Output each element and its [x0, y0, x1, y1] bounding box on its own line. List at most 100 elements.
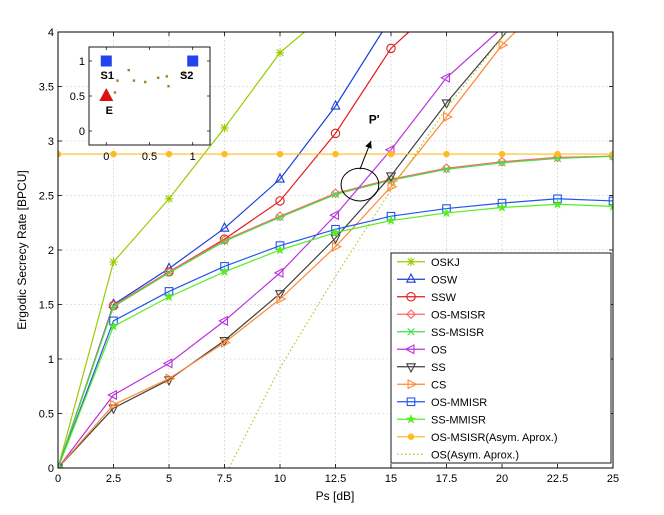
data-point-os-msisr-asym-aprox-4 [276, 150, 284, 158]
inset-node-label-s2: S2 [180, 70, 193, 82]
series-os-msisr-asym-aprox [58, 150, 613, 158]
data-point-cs-4 [276, 293, 287, 305]
x-tick-label-3: 7.5 [217, 473, 232, 485]
data-point-ss-7 [441, 99, 452, 110]
legend-label-osw: OSW [431, 274, 458, 286]
data-point-oskj-4 [275, 48, 285, 57]
x-tick-label-7: 17.5 [436, 473, 457, 485]
legend-entry-oskj: OSKJ [397, 257, 460, 269]
legend-marker-os [404, 344, 415, 355]
legend-entry-os-mmisr: OS-MMISR [397, 397, 487, 409]
series-group [58, 32, 613, 468]
data-point-ss-2 [163, 376, 175, 387]
data-point-cs-6 [387, 181, 398, 192]
legend-marker-os-msisr [406, 309, 416, 320]
legend-label-os-mmisr: OS-MMISR [431, 397, 487, 409]
inset-relay-point-7 [182, 72, 186, 75]
data-point-os-1 [107, 389, 117, 401]
series-cs [58, 32, 516, 468]
inset-node-e [99, 88, 114, 101]
legend-entry-osw: OSW [397, 272, 458, 286]
legend-marker-ssw [406, 291, 416, 302]
series-oskj [58, 32, 305, 468]
data-point-cs-5 [332, 241, 342, 252]
inset-x-tick-label-0: 0 [103, 151, 109, 163]
legend-label-ss-mmisr: SS-MMISR [431, 414, 486, 426]
legend-label-ssw: SSW [431, 292, 457, 304]
x-tick-label-0: 0 [55, 473, 61, 485]
x-tick-label-10: 25 [607, 473, 619, 485]
data-point-os-msisr-asym-aprox-5 [332, 150, 339, 158]
y-tick-label-3: 1.5 [39, 300, 54, 312]
inset-relay-point-3 [143, 80, 147, 84]
inset-x-tick-label-2: 1 [190, 151, 196, 163]
axes-ticks: 0 2.5 5 7.5 10 12.5 15 17.5 20 22.5 2500.511.522.5… [39, 27, 619, 485]
series-line-osw [58, 32, 383, 468]
data-point-ss-mmisr-6 [385, 215, 397, 225]
legend-marker-ss [405, 363, 417, 374]
inset-relay-point-2 [132, 79, 136, 82]
series-line-cs [58, 32, 516, 468]
data-point-ssw-4 [275, 196, 285, 206]
data-point-ss-mmisr-8 [496, 202, 508, 212]
legend-marker-ss-msisr [407, 328, 415, 336]
legend-label-ss: SS [431, 362, 446, 374]
data-point-ss-msisr-2 [165, 269, 173, 277]
data-point-ss-msisr-8 [498, 159, 506, 167]
data-point-ss-mmisr-4 [274, 244, 286, 255]
inset-relay-point-5 [165, 75, 168, 78]
data-point-ss-mmisr-10 [607, 201, 613, 211]
y-tick-label-5: 2.5 [39, 191, 54, 203]
x-tick-label-1: 2.5 [106, 473, 121, 485]
data-point-ss-mmisr-5 [330, 227, 341, 237]
data-point-os-msisr-asym-aprox-3 [221, 150, 228, 158]
inset-relay-point-4 [156, 76, 160, 79]
data-point-cs-3 [221, 337, 231, 348]
x-tick-label-9: 22.5 [547, 473, 568, 485]
legend-entry-ss: SS [397, 362, 446, 374]
series-os-asym-aprox [228, 32, 507, 468]
data-point-os-msisr-asym-aprox-6 [387, 150, 395, 158]
inset-node-label-e: E [106, 105, 113, 117]
legend-entry-os: OS [397, 344, 447, 356]
data-point-os-msisr-asym-aprox-7 [443, 150, 450, 158]
legend-entry-os-msisr-asym-aprox: OS-MSISR(Asym. Aprox.) [397, 432, 558, 444]
data-point-osw-5 [330, 99, 341, 110]
legend-label-oskj: OSKJ [431, 257, 460, 269]
y-tick-label-2: 1 [48, 354, 54, 366]
y-tick-label-0: 0 [48, 463, 54, 475]
data-point-os-msisr-asym-aprox-2 [165, 150, 173, 158]
y-tick-label-4: 2 [48, 245, 54, 257]
series-ss-mmisr [58, 198, 613, 468]
data-point-ss-mmisr-0 [58, 462, 64, 468]
series-line-os [58, 32, 498, 468]
series-line-ss [58, 32, 507, 468]
data-point-osw-3 [219, 221, 230, 232]
data-point-os-5 [329, 210, 339, 221]
legend-marker-oskj [406, 257, 416, 266]
legend-marker-os-msisr-asym-aprox [407, 433, 415, 440]
legend-marker-os-mmisr [406, 397, 416, 407]
data-point-ss-msisr-3 [220, 237, 229, 246]
inset-relay-point-1 [113, 91, 117, 94]
data-point-ssw-5 [330, 128, 341, 139]
inset-y-tick-label-2: 1 [79, 56, 85, 68]
inset-relay-point-8 [116, 79, 119, 82]
legend-entry-os-asym-aprox: OS(Asym. Aprox.) [397, 449, 519, 461]
legend: OSKJ OSW SSW OS-MSISR SS-MSISR OS SS CS OS-MMISR… [390, 252, 612, 464]
data-point-oskj-2 [164, 194, 174, 203]
legend-entry-ss-mmisr: SS-MMISR [397, 413, 486, 426]
legend-box [390, 252, 612, 464]
legend-label-os: OS [431, 344, 447, 356]
inset-node-label-s1: S1 [101, 70, 114, 82]
data-point-ss-mmisr-1 [108, 320, 119, 331]
data-point-ss-msisr-5 [331, 190, 340, 199]
data-point-oskj-1 [109, 257, 118, 267]
legend-label-ss-msisr: SS-MSISR [431, 327, 484, 339]
legend-label-os-msisr: OS-MSISR [431, 309, 485, 321]
data-point-cs-7 [443, 111, 453, 123]
data-point-os-7 [440, 72, 450, 83]
data-point-ss-mmisr-9 [552, 198, 563, 209]
inset-topology-plot: 0 0.5 1 0 0.5 1 S1 S2 E [70, 46, 211, 163]
